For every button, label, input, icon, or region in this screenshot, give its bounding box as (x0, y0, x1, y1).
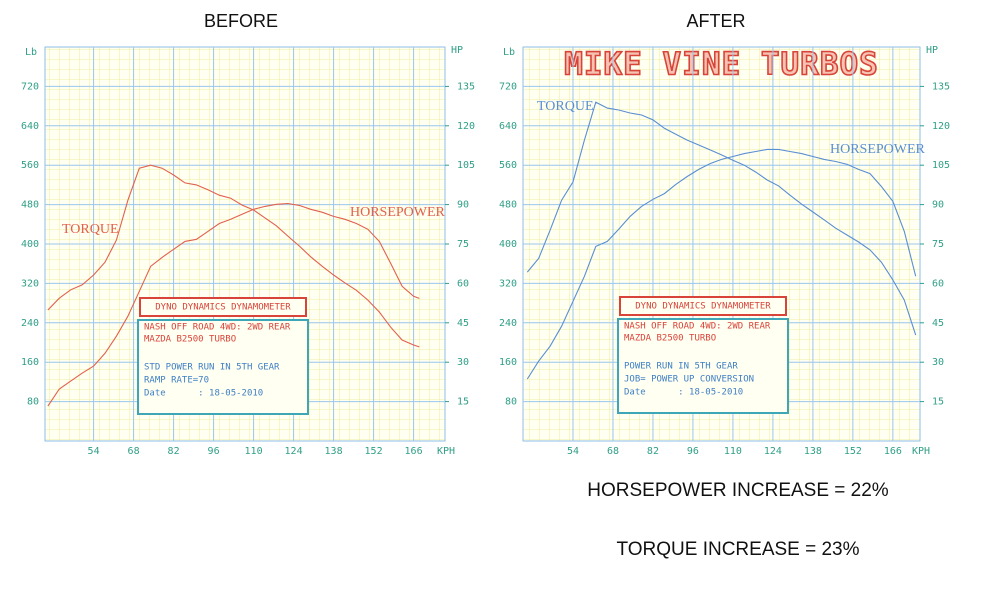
y2-tick-label: 15 (457, 397, 469, 408)
y-tick-label: 480 (499, 200, 517, 211)
chart-title: BEFORE (204, 11, 278, 31)
y-tick-label: 560 (499, 160, 517, 171)
y-tick-label: 240 (499, 318, 517, 329)
y-tick-label: 400 (499, 239, 517, 250)
y2-axis-label: HP (926, 45, 938, 56)
info-header-box (619, 296, 787, 316)
x-tick-label: 166 (405, 446, 423, 457)
y-tick-label: 640 (21, 121, 39, 132)
y2-tick-label: 75 (932, 239, 944, 250)
y-tick-label: 400 (21, 239, 39, 250)
y2-tick-label: 45 (932, 318, 944, 329)
y2-tick-label: 135 (457, 81, 475, 92)
y-tick-label: 320 (21, 278, 39, 289)
x-tick-label: 152 (844, 446, 862, 457)
y-tick-label: 480 (21, 200, 39, 211)
y2-tick-label: 15 (932, 397, 944, 408)
x-tick-label: 138 (325, 446, 343, 457)
x-tick-label: 96 (687, 446, 699, 457)
y2-tick-label: 135 (932, 81, 950, 92)
brand-logo: MIKE VINE TURBOS (564, 47, 879, 83)
y2-tick-label: 105 (457, 160, 475, 171)
y-tick-label: 560 (21, 160, 39, 171)
info-line: Date : 18-05-2010 (624, 388, 743, 398)
y-axis-label: Lb (25, 47, 37, 58)
y2-tick-label: 30 (932, 357, 944, 368)
series-label: HORSEPOWER (350, 205, 446, 220)
y2-tick-label: 90 (932, 200, 944, 211)
y-tick-label: 320 (499, 278, 517, 289)
info-body-box (137, 319, 309, 415)
x-axis-label: KPH (912, 446, 930, 457)
y-tick-label: 80 (27, 397, 39, 408)
chart-title: AFTER (686, 11, 745, 31)
y-tick-label: 720 (21, 81, 39, 92)
y2-tick-label: 120 (457, 121, 475, 132)
x-axis-label: KPH (437, 446, 455, 457)
x-tick-label: 124 (764, 446, 782, 457)
y2-tick-label: 105 (932, 160, 950, 171)
series-label: TORQUE (62, 222, 119, 237)
y-tick-label: 80 (505, 397, 517, 408)
info-header-box (139, 297, 307, 317)
x-tick-label: 124 (285, 446, 303, 457)
series-label: HORSEPOWER (830, 142, 926, 157)
x-tick-label: 82 (647, 446, 659, 457)
x-tick-label: 68 (607, 446, 619, 457)
y2-tick-label: 60 (932, 278, 944, 289)
x-tick-label: 166 (884, 446, 902, 457)
info-header: DYNO DYNAMICS DYNAMOMETER (155, 303, 291, 313)
y-tick-label: 640 (499, 121, 517, 132)
info-line: MAZDA B2500 TURBO (624, 334, 716, 344)
info-line: STD POWER RUN IN 5TH GEAR (144, 363, 280, 373)
y2-tick-label: 120 (932, 121, 950, 132)
info-line: JOB= POWER UP CONVERSION (624, 375, 754, 385)
x-tick-label: 152 (365, 446, 383, 457)
y-tick-label: 720 (499, 81, 517, 92)
y-tick-label: 160 (21, 357, 39, 368)
info-line: RAMP RATE=70 (144, 376, 209, 386)
series-line (47, 164, 420, 348)
info-body-box (617, 318, 789, 414)
summary-hp: HORSEPOWER INCREASE = 22% (587, 480, 889, 501)
series-line (526, 101, 917, 336)
summary-torque: TORQUE INCREASE = 23% (616, 539, 859, 560)
y2-tick-label: 75 (457, 239, 469, 250)
x-tick-label: 110 (245, 446, 263, 457)
x-tick-label: 54 (567, 446, 579, 457)
x-tick-label: 68 (128, 446, 140, 457)
y2-axis-label: HP (451, 45, 463, 56)
series-label: TORQUE (537, 99, 594, 114)
y-axis-label: Lb (503, 47, 515, 58)
x-tick-label: 138 (804, 446, 822, 457)
x-tick-label: 82 (168, 446, 180, 457)
y2-tick-label: 60 (457, 278, 469, 289)
info-line: Date : 18-05-2010 (144, 389, 263, 399)
x-tick-label: 96 (208, 446, 220, 457)
info-line: POWER RUN IN 5TH GEAR (624, 362, 738, 372)
y-tick-label: 240 (21, 318, 39, 329)
info-line: NASH OFF ROAD 4WD: 2WD REAR (144, 323, 291, 333)
info-header: DYNO DYNAMICS DYNAMOMETER (635, 302, 771, 312)
y2-tick-label: 45 (457, 318, 469, 329)
y-tick-label: 160 (499, 357, 517, 368)
x-tick-label: 54 (88, 446, 100, 457)
info-line: MAZDA B2500 TURBO (144, 335, 236, 345)
info-line: NASH OFF ROAD 4WD: 2WD REAR (624, 322, 771, 332)
y2-tick-label: 30 (457, 357, 469, 368)
series-line (47, 202, 420, 407)
series-line (526, 148, 917, 380)
y2-tick-label: 90 (457, 200, 469, 211)
x-tick-label: 110 (724, 446, 742, 457)
